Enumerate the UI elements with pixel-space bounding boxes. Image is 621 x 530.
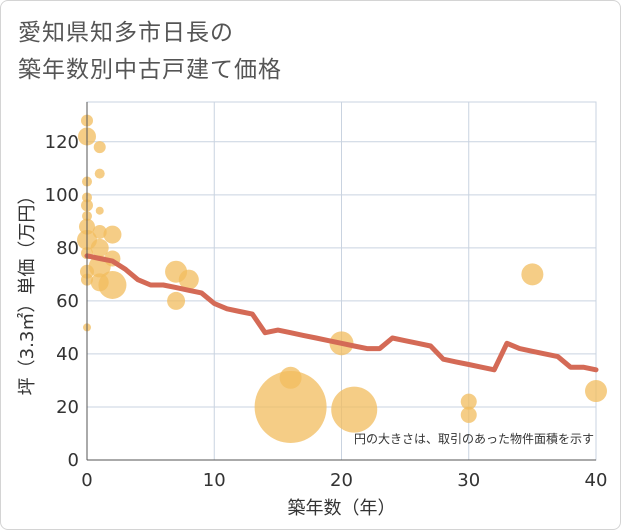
y-tick-label: 20 [56, 397, 79, 418]
y-axis-label: 坪（3.3㎡）単価（万円） [16, 187, 38, 396]
data-bubble [460, 393, 477, 410]
data-bubble [585, 380, 607, 403]
data-bubble [521, 263, 544, 286]
data-bubble [95, 206, 104, 215]
x-tick-label: 40 [585, 470, 608, 491]
x-axis-label: 築年数（年） [288, 498, 396, 519]
trend-line-layer [84, 253, 599, 373]
bubbles [77, 114, 607, 443]
data-bubble [94, 168, 105, 179]
bubble-size-note: 円の大きさは、取引のあった物件面積を示す [353, 432, 594, 446]
y-tick-label: 0 [68, 450, 79, 471]
axes: 0 10 20 30 40 0 20 40 60 80 100 120 [45, 102, 608, 491]
y-tick-label: 40 [56, 344, 79, 365]
chart-title: 愛知県知多市日長の 築年数別中古戸建て価格 [18, 15, 282, 89]
data-bubble [92, 224, 107, 239]
y-tick-label: 100 [45, 185, 79, 206]
data-bubble [103, 225, 122, 244]
x-tick-label: 0 [81, 470, 92, 491]
y-tick-label: 80 [56, 238, 79, 259]
x-tick-label: 20 [330, 470, 353, 491]
data-bubble [331, 386, 378, 433]
data-bubble [178, 269, 199, 290]
x-tick-label: 30 [457, 470, 480, 491]
chart-title-line-1: 愛知県知多市日長の [18, 20, 234, 46]
data-bubble [93, 141, 106, 154]
data-bubble [98, 270, 127, 299]
y-tick-label: 120 [45, 132, 79, 153]
chart-title-line-2: 築年数別中古戸建て価格 [18, 57, 282, 83]
x-tick-label: 10 [203, 470, 226, 491]
y-tick-label: 60 [56, 291, 79, 312]
data-bubble [90, 238, 109, 257]
data-bubble [167, 291, 186, 310]
data-bubble [460, 406, 477, 423]
trend-line [84, 253, 599, 373]
data-bubble [254, 370, 327, 443]
